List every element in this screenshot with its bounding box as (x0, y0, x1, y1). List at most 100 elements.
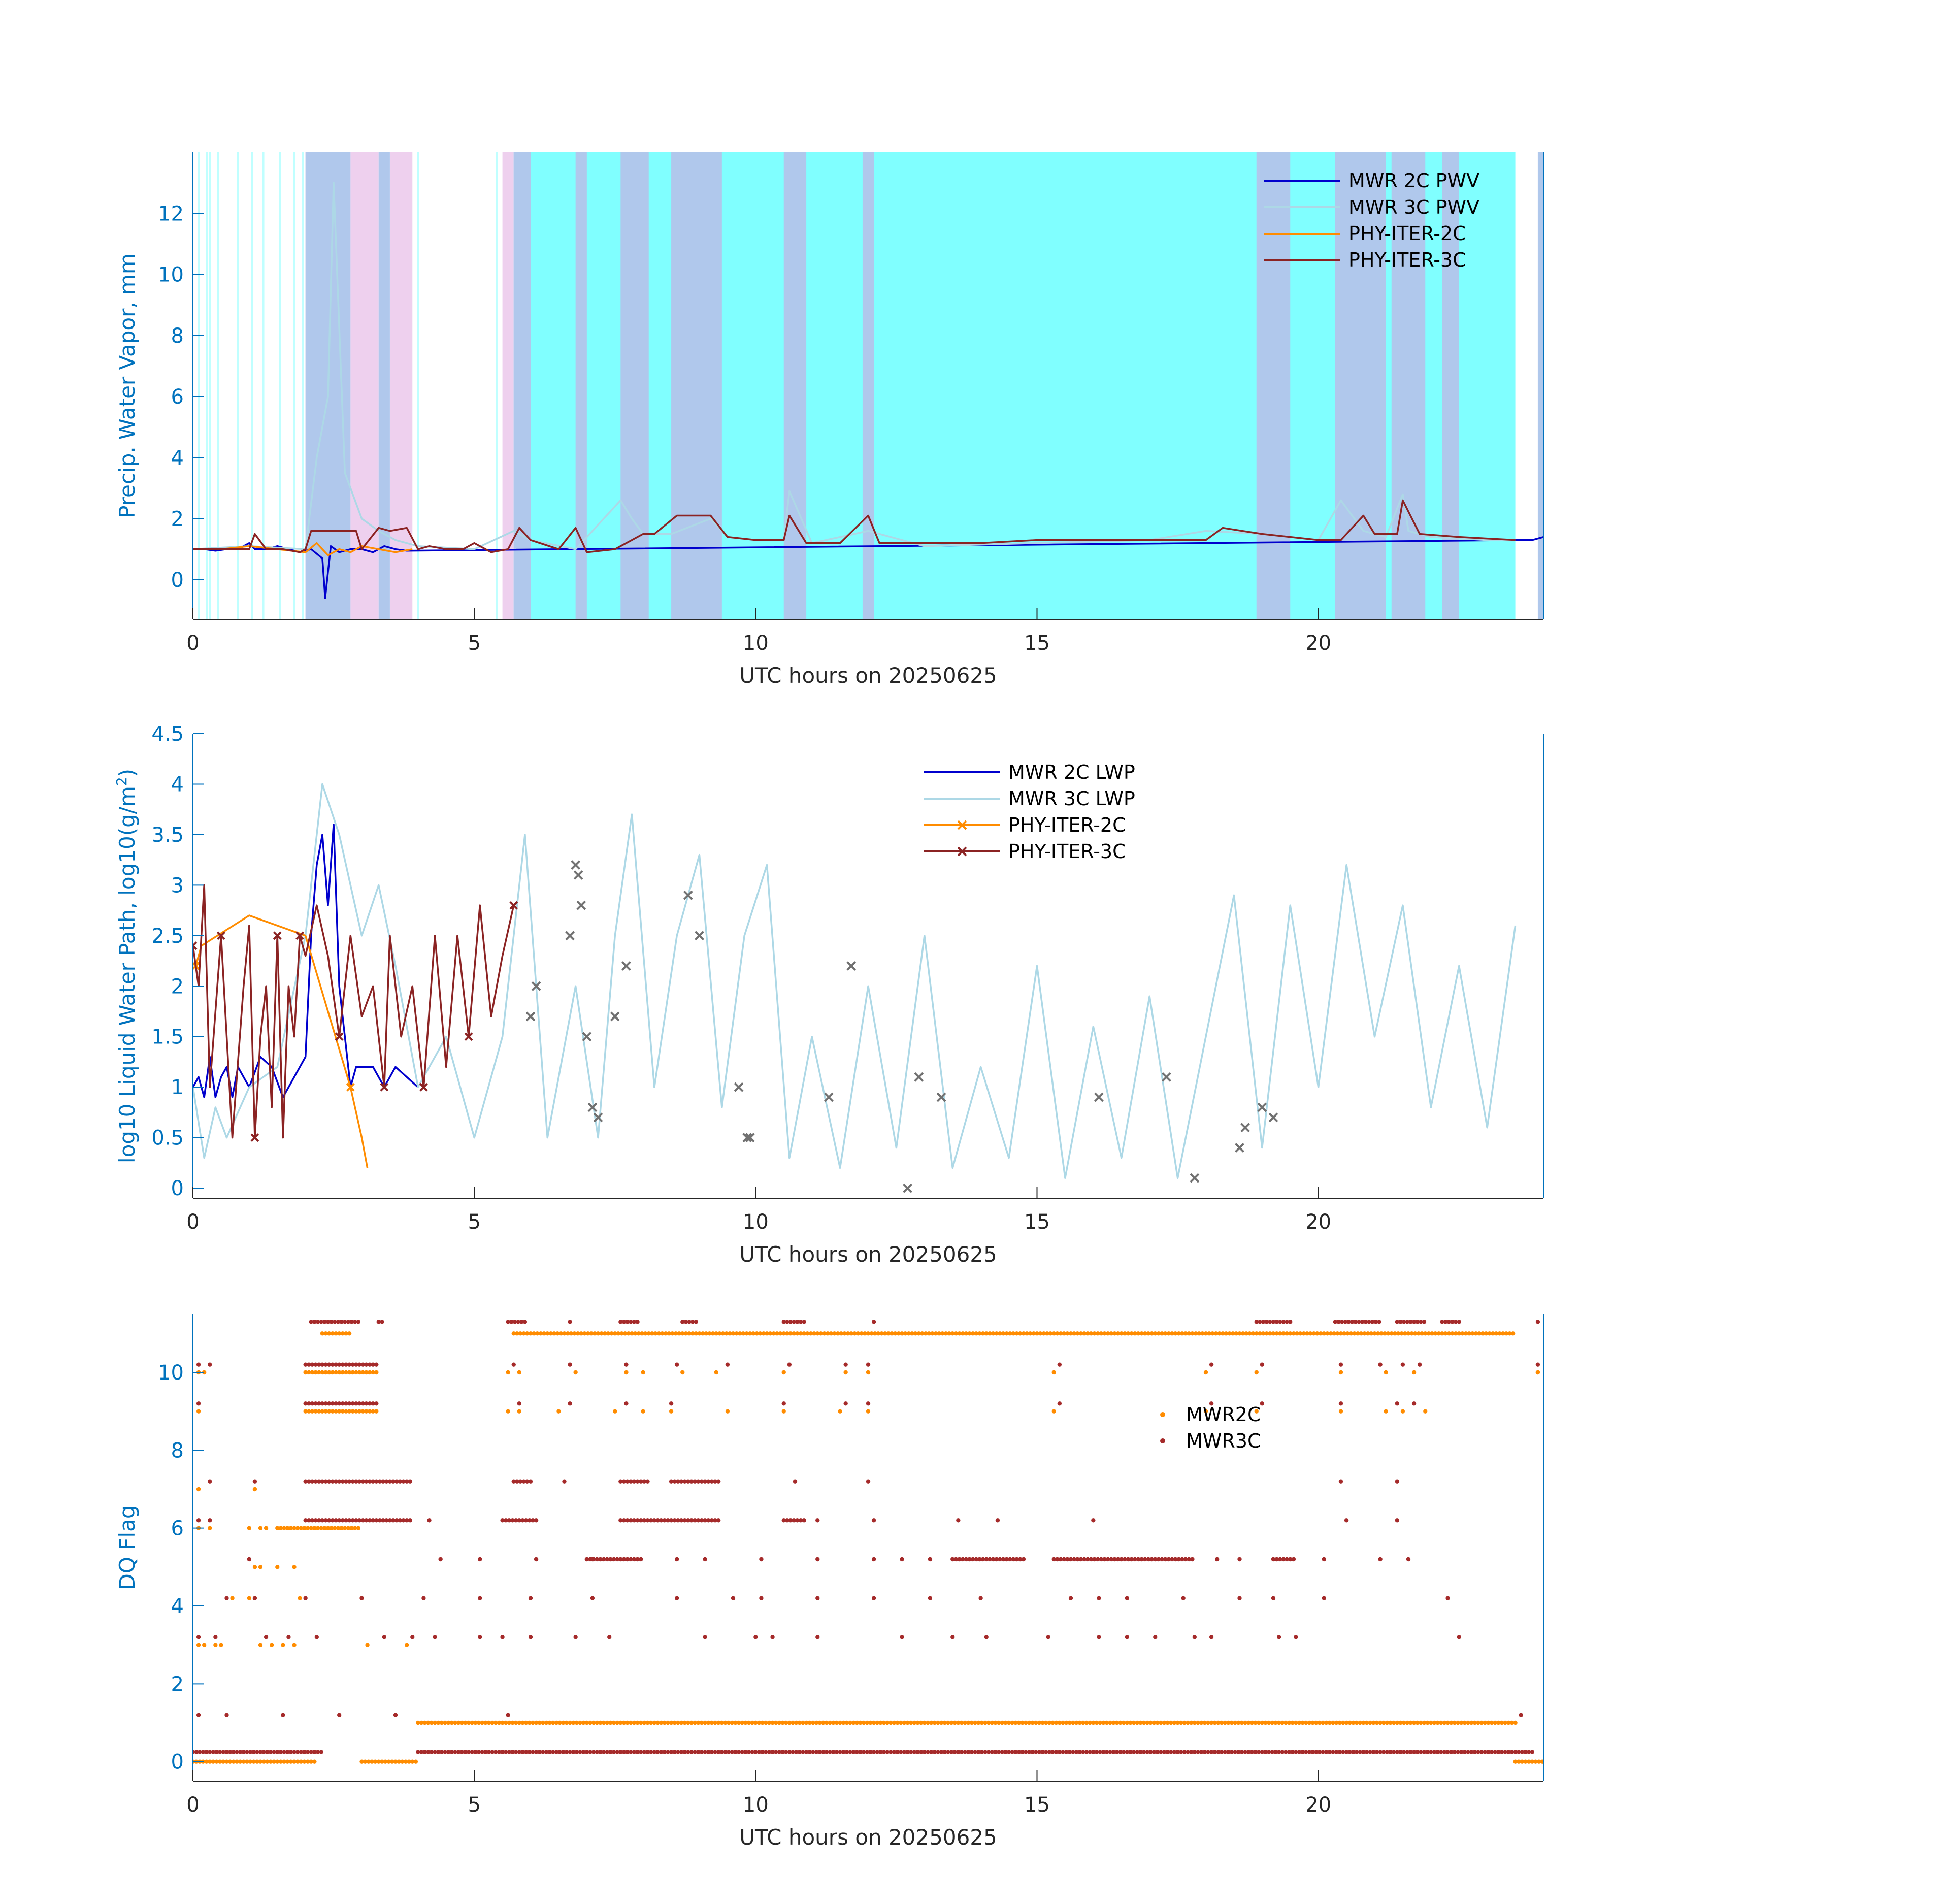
legend-marker-dot (1160, 1412, 1165, 1417)
dq-flag-dot (1412, 1370, 1416, 1374)
y-tick-label: 0 (171, 1177, 184, 1200)
dq-flag-dot (1377, 1320, 1381, 1324)
dq-flag-dot (1445, 1596, 1450, 1600)
dq-flag-dot (1292, 1557, 1296, 1561)
x-axis-label: UTC hours on 20250625 (739, 1242, 997, 1267)
dq-flag-dot (356, 1526, 360, 1530)
dq-flag-dot (281, 1713, 285, 1717)
dq-flag-dot (1097, 1596, 1101, 1600)
dq-flag-dot (1422, 1320, 1426, 1324)
dq-flag-dot (438, 1557, 442, 1561)
dq-flag-dot (1401, 1409, 1405, 1413)
y-axis-label: log10 Liquid Water Path, log10(g/m2) (113, 769, 140, 1163)
dq-flag-dot (1344, 1518, 1348, 1522)
dq-flag-dot (1530, 1750, 1534, 1754)
dq-flag-dot (866, 1370, 870, 1374)
dq-flag-dot (196, 1401, 201, 1405)
dq-flag-dot (478, 1596, 482, 1600)
dq-flag-dot (703, 1557, 707, 1561)
dq-flag-dot (253, 1596, 257, 1600)
dq-flag-dot (1457, 1635, 1461, 1639)
dq-flag-dot (793, 1479, 797, 1483)
blue-flag-band (671, 152, 722, 619)
y-tick-label: 8 (171, 1439, 184, 1462)
dq-flag-dot (1511, 1331, 1515, 1335)
dq-flag-dot (253, 1565, 257, 1569)
dq-flag-dot (1193, 1635, 1197, 1639)
dq-flag-dot (208, 1518, 212, 1522)
dq-flag-dot (590, 1557, 595, 1561)
dq-flag-dot (1091, 1518, 1095, 1522)
dq-flag-dot (1412, 1401, 1416, 1405)
dq-flag-dot (230, 1596, 234, 1600)
y-tick-label: 6 (171, 1517, 184, 1540)
x-tick-label: 5 (468, 1793, 480, 1817)
dq-flag-dot (624, 1401, 628, 1405)
dq-flag-dot (680, 1370, 684, 1374)
x-tick-label: 5 (468, 632, 480, 655)
dq-flag-dot (590, 1596, 595, 1600)
dq-flag-dot (1536, 1370, 1540, 1374)
dq-flag-dot (1513, 1721, 1517, 1725)
dq-flag-dot (815, 1557, 819, 1561)
blue-flag-band (863, 152, 874, 619)
dq-flag-dot (478, 1635, 482, 1639)
dq-flag-dot (196, 1643, 201, 1647)
dq-flag-dot (247, 1526, 251, 1530)
dq-flag-dot (759, 1557, 763, 1561)
dq-flag-dot (405, 1643, 409, 1647)
dq-flag-dot (517, 1370, 521, 1374)
dq-flag-dot (573, 1635, 577, 1639)
dq-flag-dot (928, 1596, 932, 1600)
blue-flag-band (1257, 152, 1291, 619)
x-tick-label: 0 (186, 632, 199, 655)
y-axis-label-suffix: ) (115, 769, 140, 777)
dq-flag-dot (337, 1713, 341, 1717)
dq-flag-dot (1190, 1557, 1194, 1561)
dq-flag-dot (1237, 1557, 1241, 1561)
dq-flag-dot (408, 1518, 412, 1522)
dq-flag-dot (843, 1401, 847, 1405)
x-tick-label: 10 (743, 1210, 769, 1234)
dq-flag-dot (928, 1557, 932, 1561)
y-tick-label: 2 (171, 975, 184, 998)
y-tick-label: 0 (171, 1751, 184, 1774)
dq-flag-dot (196, 1713, 201, 1717)
y-axis-label: Precip. Water Vapor, mm (115, 253, 140, 518)
x-axis-label: UTC hours on 20250625 (739, 1825, 997, 1850)
dq-flag-dot (641, 1409, 645, 1413)
dq-flag-dot (1058, 1401, 1062, 1405)
dq-flag-dot (433, 1635, 437, 1639)
dq-flag-dot (298, 1596, 302, 1600)
dq-flag-dot (1536, 1320, 1540, 1324)
dq-flag-dot (1339, 1401, 1343, 1405)
dq-flag-dot (393, 1713, 398, 1717)
dq-flag-dot (315, 1635, 319, 1639)
x-tick-label: 0 (186, 1210, 199, 1234)
dq-flag-dot (950, 1635, 954, 1639)
dq-flag-dot (1058, 1362, 1062, 1366)
dq-flag-dot (356, 1320, 360, 1324)
dq-flag-dot (872, 1596, 876, 1600)
dq-flag-dot (675, 1596, 679, 1600)
plot-area (193, 152, 1543, 619)
x-tick-label: 10 (743, 632, 769, 655)
dq-flag-dot (253, 1479, 257, 1483)
x-axis-label: UTC hours on 20250625 (739, 663, 997, 688)
dq-flag-dot (529, 1635, 533, 1639)
dq-flag-dot (196, 1635, 201, 1639)
dq-flag-dot (303, 1596, 307, 1600)
dq-flag-dot (258, 1526, 262, 1530)
legend-entry-label: PHY-ITER-3C (1008, 840, 1126, 863)
dq-flag-dot (1378, 1362, 1382, 1366)
dq-flag-dot (1215, 1557, 1219, 1561)
dq-flag-dot (247, 1596, 251, 1600)
dq-flag-dot (319, 1750, 323, 1754)
legend-entry-label: PHY-ITER-2C (1348, 222, 1466, 245)
dq-flag-dot (1423, 1409, 1427, 1413)
dq-flag-dot (374, 1409, 378, 1413)
dq-flag-dot (568, 1362, 572, 1366)
dq-flag-dot (500, 1635, 504, 1639)
y-tick-label: 0 (171, 569, 184, 592)
dq-flag-dot (613, 1409, 617, 1413)
